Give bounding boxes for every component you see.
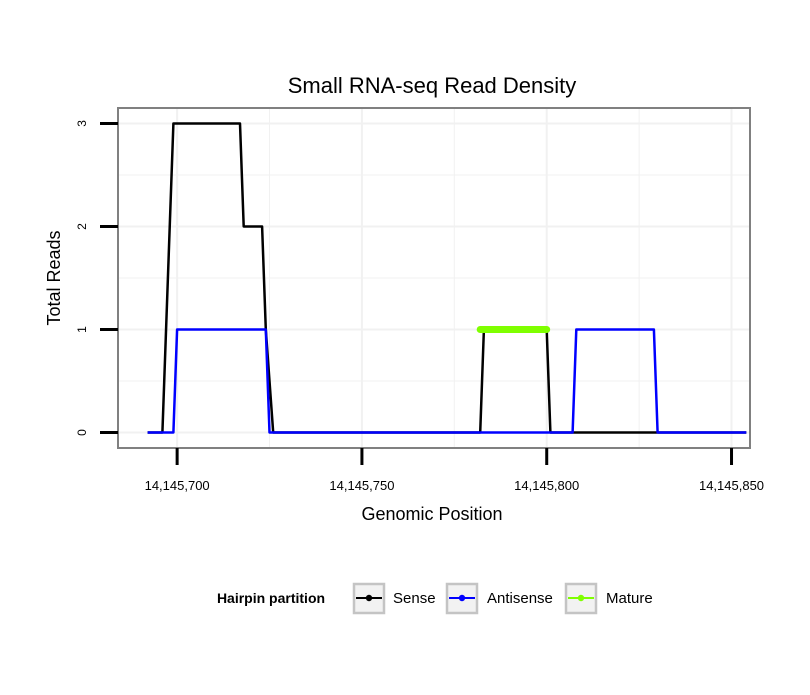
legend-title: Hairpin partition [217, 590, 325, 606]
y-tick-label: 2 [75, 223, 89, 230]
legend-label-mature: Mature [606, 590, 653, 607]
plot-area: 14,145,700 14,145,750 14,145,800 14,145,850… [75, 107, 764, 493]
y-tick-label: 1 [75, 326, 89, 333]
legend-key-point [365, 594, 373, 602]
legend-key-point [577, 594, 585, 602]
y-axis-label: Total Reads [44, 230, 64, 325]
x-tick-label: 14,145,750 [329, 478, 394, 493]
x-axis-label: Genomic Position [361, 504, 502, 524]
y-tick-label: 0 [75, 429, 89, 436]
chart-title: Small RNA-seq Read Density [288, 73, 577, 98]
x-tick-label: 14,145,800 [514, 478, 579, 493]
y-tick-label: 3 [75, 120, 89, 127]
legend-label-sense: Sense [393, 590, 436, 607]
plot-border [117, 107, 751, 449]
legend-key-box [564, 582, 598, 615]
legend: Hairpin partition Sense Antisense Mature [217, 582, 653, 615]
legend-label-antisense: Antisense [487, 590, 553, 607]
series-line-antisense [147, 328, 747, 434]
legend-key-point [458, 594, 466, 602]
x-tick-label: 14,145,850 [699, 478, 764, 493]
x-tick-label: 14,145,700 [145, 478, 210, 493]
